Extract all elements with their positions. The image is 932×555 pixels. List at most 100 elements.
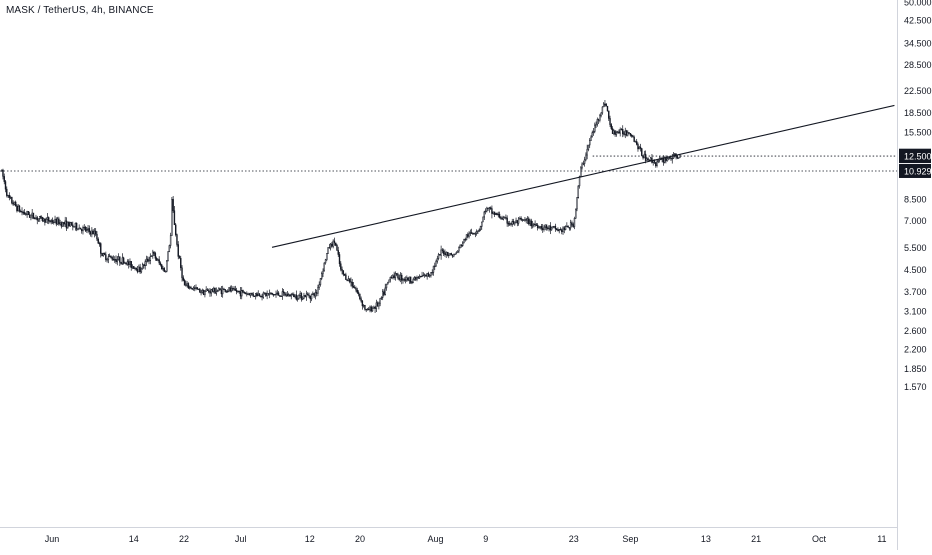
candle-body — [313, 293, 315, 297]
candle-body — [446, 251, 449, 256]
candle-body — [286, 294, 289, 297]
candle-body — [662, 157, 665, 163]
candle-body — [608, 110, 610, 119]
candle-body — [572, 224, 574, 227]
price-tick-label: 1.850 — [904, 364, 927, 374]
candle-body — [632, 135, 634, 138]
candle-body — [120, 261, 122, 264]
time-tick-label: 23 — [569, 534, 579, 544]
candle-body — [129, 261, 131, 265]
candle-body — [289, 294, 291, 297]
candle-body — [69, 222, 71, 227]
candle-body — [354, 287, 356, 289]
candle-body — [202, 290, 205, 296]
candle-body — [227, 290, 229, 293]
time-tick-label: 9 — [483, 534, 488, 544]
candle-body — [458, 247, 460, 252]
candle-body — [78, 227, 80, 230]
candle-body — [136, 269, 139, 273]
candle-body — [357, 292, 360, 295]
candle-body — [395, 273, 398, 275]
candle-body — [562, 227, 564, 232]
candle-body — [195, 287, 197, 289]
candle-body — [543, 226, 545, 230]
candle-body — [421, 275, 423, 278]
candle-body — [68, 221, 70, 227]
candle-body — [261, 296, 263, 298]
candle-body — [67, 221, 69, 229]
candle-body — [63, 222, 65, 225]
candle-body — [342, 270, 345, 275]
candle-body — [235, 290, 238, 293]
time-tick-label: 21 — [751, 534, 761, 544]
symbol-title[interactable]: MASK / TetherUS, 4h, BINANCE — [6, 5, 154, 16]
candle-body — [628, 132, 630, 134]
candle-body — [510, 223, 512, 225]
candle-body — [314, 292, 317, 297]
candle-body — [387, 281, 389, 285]
candle-body — [417, 277, 419, 279]
candle-body — [280, 295, 282, 297]
candle-body — [101, 253, 103, 257]
candle-body — [180, 258, 182, 269]
candle-body — [364, 305, 366, 310]
candle-body — [125, 262, 127, 265]
candle-body — [577, 185, 579, 198]
candle-body — [670, 157, 672, 160]
candle-body — [161, 264, 163, 270]
candle-body — [295, 294, 298, 300]
candle-body — [616, 131, 619, 133]
time-axis[interactable]: Jun 14 22 Jul 12 20 Aug 9 23 Sep 13 21 Oct 11 — [0, 527, 897, 545]
price-axis[interactable]: 50.000 42.500 34.500 28.500 22.500 18.500 15.5… — [897, 0, 932, 550]
candle-body — [192, 287, 195, 290]
time-tick-label: Oct — [812, 534, 827, 544]
candle-body — [390, 276, 393, 279]
candle-body — [470, 232, 473, 234]
candle-body — [411, 282, 413, 284]
candle-body — [200, 291, 202, 294]
candle-body — [135, 267, 138, 270]
candle-body — [249, 293, 252, 296]
candle-body — [281, 291, 284, 297]
candle-body — [591, 132, 593, 138]
candle-body — [475, 231, 478, 234]
candle-body — [623, 133, 625, 135]
candle-body — [2, 169, 4, 177]
candle-body — [139, 266, 141, 273]
candle-body — [130, 261, 132, 268]
candle-body — [420, 275, 422, 278]
candle-body — [332, 240, 334, 247]
candle-body — [55, 218, 58, 225]
candle-body — [622, 129, 624, 135]
candle-body — [47, 217, 50, 222]
candle-body — [225, 290, 228, 293]
candle-body — [435, 261, 437, 267]
candle-body — [589, 140, 591, 146]
candle-body — [102, 253, 104, 257]
candle-body — [86, 229, 88, 231]
candle-body — [568, 227, 571, 229]
candle-body — [669, 157, 671, 159]
candle-body — [114, 259, 116, 261]
candle-body — [257, 293, 259, 297]
candle-body — [502, 217, 505, 220]
candle-body — [64, 220, 66, 225]
candle-body — [112, 259, 115, 261]
candle-body — [561, 229, 563, 232]
candle-body — [49, 220, 51, 223]
candle-body — [575, 208, 577, 219]
lines-layer — [0, 104, 897, 248]
candle-body — [615, 132, 618, 135]
candle-body — [583, 159, 586, 164]
candle-body — [401, 274, 403, 281]
candle-body — [437, 254, 440, 259]
candle-body — [188, 286, 191, 289]
price-tick-label: 2.200 — [904, 345, 927, 355]
candle-body — [163, 268, 165, 272]
candle-body — [655, 162, 657, 166]
candle-body — [152, 251, 154, 256]
candle-body — [520, 217, 522, 221]
candle-body — [644, 153, 647, 161]
